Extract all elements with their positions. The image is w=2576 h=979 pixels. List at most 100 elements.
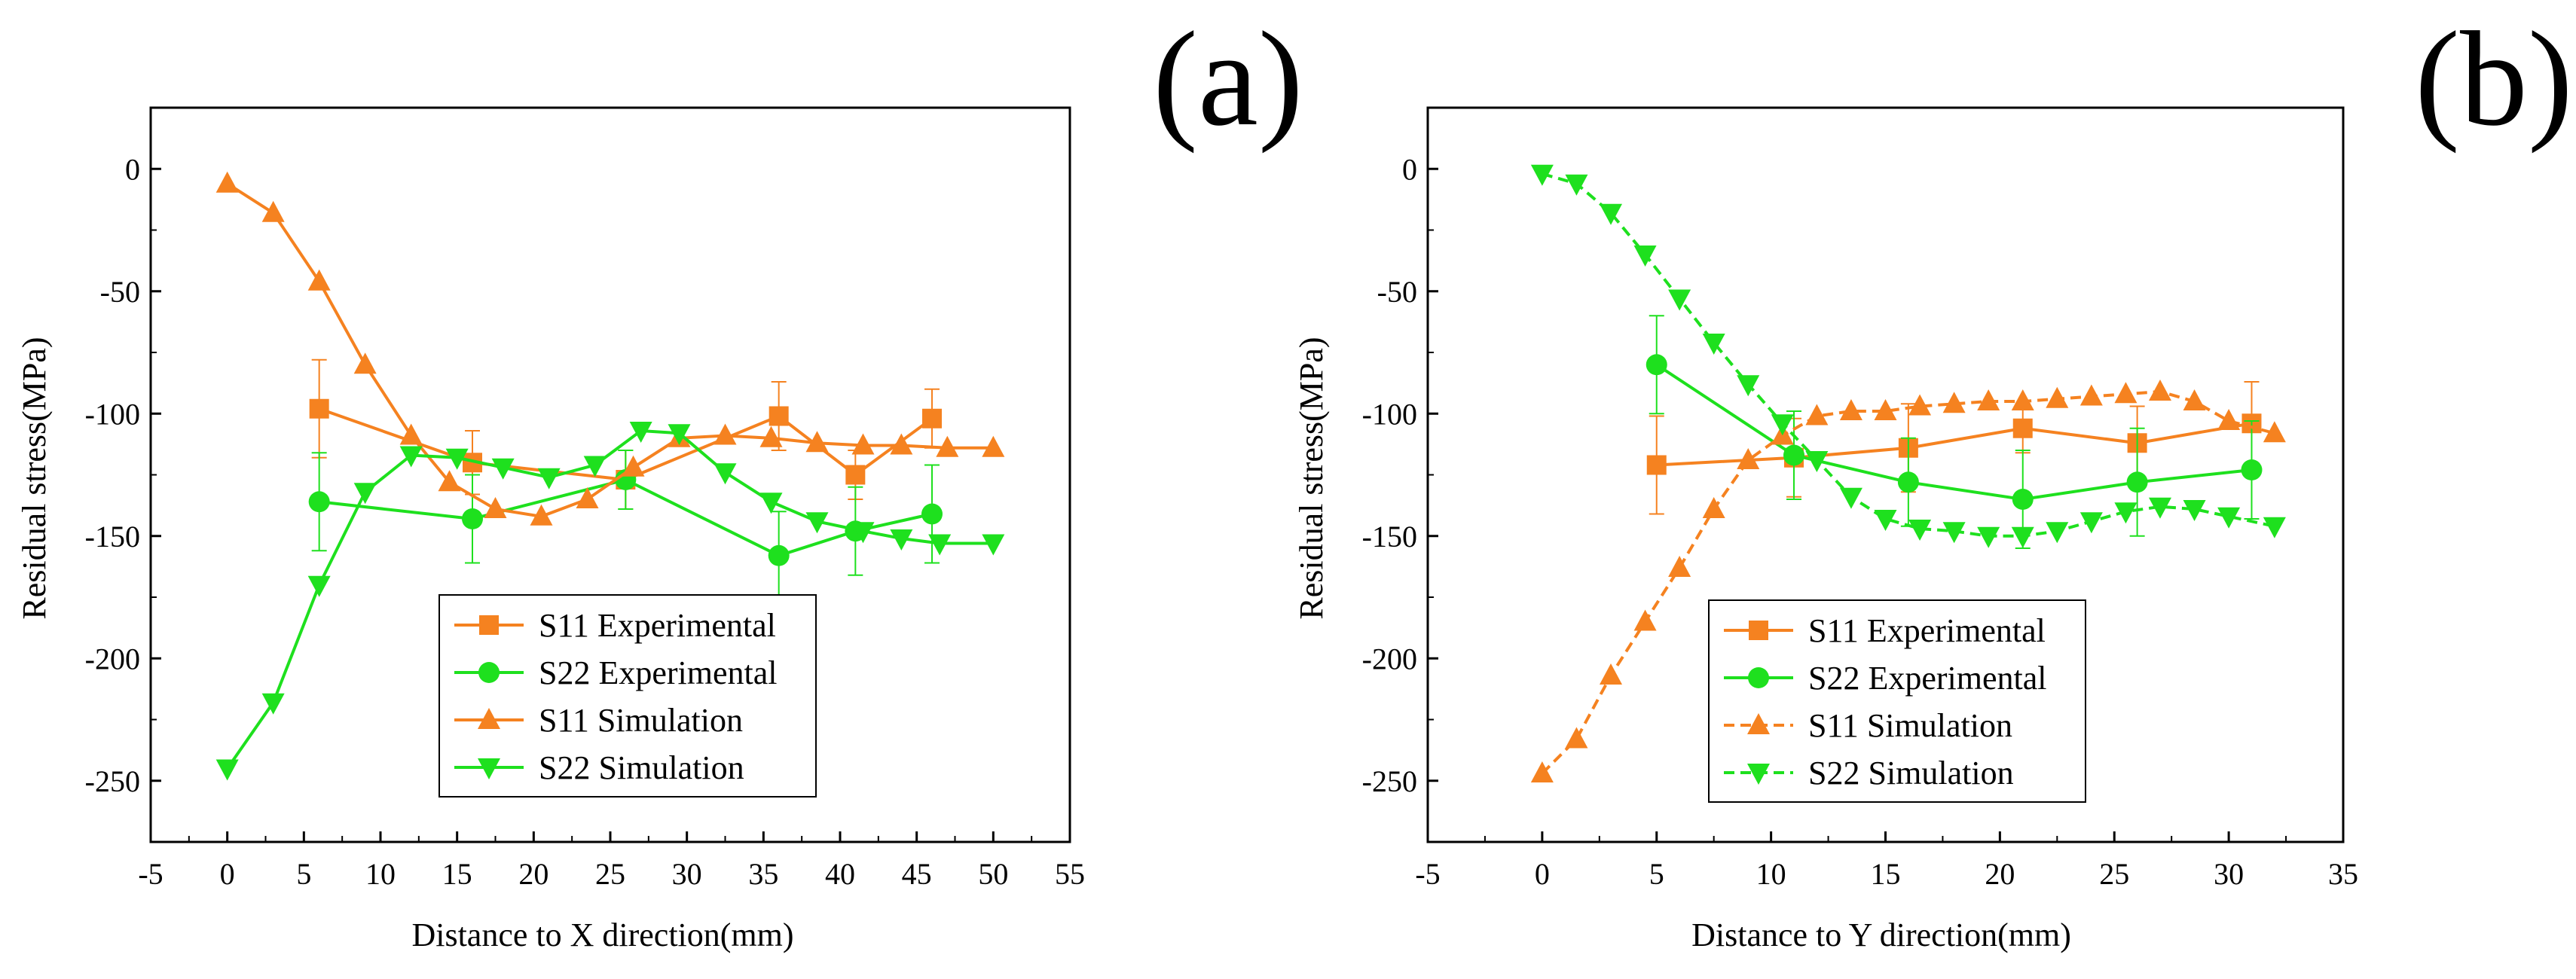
legend-label: S22 Simulation — [539, 749, 744, 786]
data-point — [1771, 414, 1794, 436]
panel-label: (a) — [1153, 4, 1303, 154]
data-point — [1977, 526, 2000, 548]
x-tick-label: 55 — [1055, 857, 1085, 891]
data-point — [1908, 520, 1932, 541]
x-tick-label: 10 — [365, 857, 396, 891]
axis-ticks: -5 0 5 10 15 20 25 30 350-50-100-150-200-250 — [1362, 107, 2358, 891]
data-point — [1668, 289, 1691, 311]
legend-swatch-marker — [1748, 667, 1769, 688]
y-tick-label: -200 — [1362, 642, 1417, 676]
data-point — [537, 468, 561, 490]
x-tick-label: 35 — [2328, 857, 2358, 891]
data-point — [462, 508, 483, 529]
x-tick-label: 15 — [442, 857, 472, 891]
legend-swatch-marker — [478, 662, 500, 683]
data-point — [1530, 164, 1554, 186]
x-tick-label: 35 — [748, 857, 778, 891]
data-point — [2114, 382, 2137, 404]
series-line — [319, 407, 934, 482]
data-point — [438, 470, 461, 492]
data-point — [1646, 455, 1667, 475]
data-point — [445, 448, 469, 470]
data-point — [576, 487, 599, 508]
x-axis-title: Distance to Y direction(mm) — [1691, 916, 2071, 953]
data-point — [1839, 399, 1862, 420]
data-point — [2114, 502, 2137, 524]
data-point — [759, 493, 783, 514]
data-point — [759, 425, 783, 447]
data-point — [2079, 512, 2103, 534]
legend: S11 Experimental S22 Experimental S11 Simu… — [1708, 599, 2086, 803]
data-point — [1633, 246, 1657, 267]
data-point — [399, 423, 423, 445]
data-point — [629, 422, 652, 443]
data-point — [805, 431, 829, 453]
panel-label: (b) — [2415, 4, 2573, 154]
data-point — [714, 423, 737, 445]
data-point — [622, 455, 645, 477]
legend-swatch-marker — [478, 758, 500, 779]
x-tick-label: 30 — [2214, 857, 2244, 891]
data-point — [1874, 510, 1897, 531]
data-point — [2217, 409, 2241, 430]
legend-label: S11 Simulation — [539, 702, 743, 739]
series-line — [1541, 389, 2275, 775]
y-tick-label: 0 — [125, 152, 140, 186]
data-point — [922, 408, 942, 429]
data-point — [768, 544, 790, 566]
series-line — [226, 182, 994, 518]
series-s22-experimental — [1646, 315, 2263, 549]
data-point — [308, 491, 330, 513]
data-point — [2263, 517, 2286, 538]
data-point — [2011, 526, 2034, 548]
data-point — [2046, 386, 2069, 408]
data-point — [307, 575, 331, 597]
x-axis-title: Distance to X direction(mm) — [411, 916, 793, 953]
data-point — [890, 433, 913, 455]
x-tick-label: 40 — [825, 857, 855, 891]
data-point — [484, 497, 507, 518]
legend-swatch-marker — [478, 708, 500, 729]
data-point — [2046, 522, 2069, 544]
data-point — [1702, 334, 1725, 355]
series-line — [226, 429, 994, 770]
legend-label: S22 Experimental — [539, 654, 778, 691]
data-point — [982, 435, 1005, 457]
data-point — [1646, 354, 1667, 376]
data-point — [215, 171, 239, 193]
data-point — [2012, 418, 2033, 438]
x-tick-label: -5 — [138, 857, 163, 891]
series-line — [1655, 363, 2252, 502]
data-point — [668, 424, 691, 446]
series-layer — [215, 171, 1005, 781]
data-point — [2217, 507, 2241, 529]
legend: S11 Experimental S22 Experimental S11 Simu… — [439, 594, 817, 798]
data-point — [982, 534, 1005, 556]
data-point — [399, 446, 423, 468]
data-point — [1874, 399, 1897, 420]
data-point — [2126, 471, 2148, 493]
y-tick-label: -250 — [85, 764, 140, 798]
y-tick-label: -200 — [85, 642, 140, 676]
data-point — [491, 458, 515, 480]
series-s11-experimental — [1646, 381, 2262, 515]
chart-panel-b: -5 0 5 10 15 20 25 30 350-50-100-150-200-250 Dis… — [1293, 4, 2573, 953]
legend-label: S11 Experimental — [539, 607, 776, 644]
data-point — [1942, 522, 1966, 544]
legend-label: S22 Simulation — [1808, 755, 2014, 791]
data-point — [769, 406, 789, 426]
legend-swatch-marker — [1749, 621, 1768, 640]
legend-box — [1708, 599, 2086, 803]
x-tick-label: 25 — [2099, 857, 2129, 891]
data-point — [1668, 556, 1691, 577]
data-point — [921, 503, 943, 525]
data-point — [2149, 380, 2171, 401]
legend-swatch-marker — [1747, 713, 1770, 734]
data-point — [805, 512, 829, 534]
y-tick-label: -150 — [1362, 520, 1417, 554]
data-point — [1897, 471, 1919, 493]
data-point — [845, 465, 866, 485]
y-tick-label: -100 — [85, 397, 140, 431]
legend-swatch-marker — [479, 615, 499, 635]
